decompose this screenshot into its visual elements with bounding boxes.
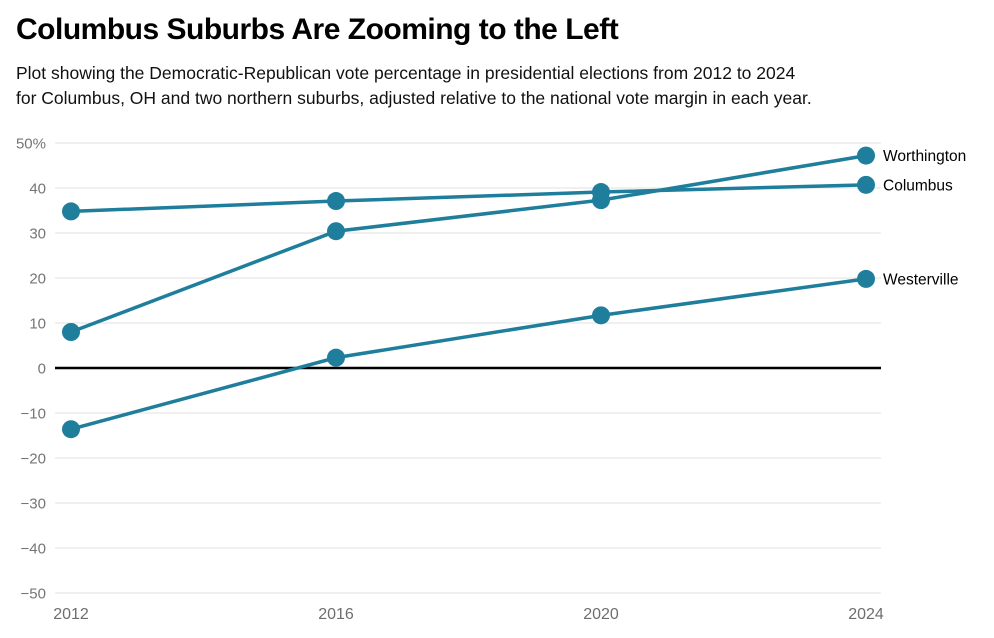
series-label-worthington: Worthington [883, 148, 966, 165]
y-tick-label: 0 [38, 361, 46, 378]
data-point-worthington-2016 [327, 222, 345, 241]
data-point-columbus-2024 [857, 175, 875, 194]
chart-subtitle-line-2: for Columbus, OH and two northern suburb… [16, 88, 812, 108]
chart-title: Columbus Suburbs Are Zooming to the Left [16, 13, 619, 46]
data-point-columbus-2012 [62, 202, 80, 221]
x-tick-label: 2020 [583, 606, 619, 623]
series-line-worthington [70, 153, 867, 334]
chart-figure: 50% 40 30 20 10 0 −10 −20 −30 −40 −50 2012 2016 2020 2… [0, 128, 994, 638]
data-point-worthington-2012 [62, 323, 80, 341]
x-tick-label: 2016 [318, 606, 354, 623]
y-tick-label: −50 [21, 586, 46, 603]
data-point-westerville-2024 [857, 269, 875, 288]
series-label-westerville: Westerville [883, 271, 959, 288]
line-chart: 50% 40 30 20 10 0 −10 −20 −30 −40 −50 2012 2016 2020 2… [16, 136, 966, 624]
y-tick-label: 10 [29, 316, 46, 333]
data-point-columbus-2016 [327, 192, 345, 211]
chart-subtitle-line-1: Plot showing the Democratic-Republican v… [16, 63, 796, 83]
series-line-westerville [70, 277, 867, 431]
y-tick-label: 50% [16, 136, 46, 153]
y-tick-label: −20 [21, 451, 46, 468]
y-tick-label: 30 [29, 226, 46, 243]
series-label-columbus: Columbus [883, 177, 953, 194]
y-tick-label: −10 [21, 406, 46, 423]
y-tick-label: −40 [21, 541, 46, 558]
data-point-westerville-2016 [327, 348, 345, 367]
x-tick-label: 2012 [53, 606, 89, 623]
chart-subtitle: Plot showing the Democratic-Republican v… [16, 61, 994, 111]
series-line-columbus [70, 183, 867, 214]
data-point-columbus-2020 [592, 183, 610, 202]
data-point-westerville-2020 [592, 306, 610, 325]
y-tick-label: 20 [29, 271, 46, 288]
data-point-westerville-2012 [62, 420, 80, 439]
x-tick-label: 2024 [848, 606, 884, 623]
chart-header: Columbus Suburbs Are Zooming to the Left… [0, 12, 994, 111]
y-tick-label: −30 [21, 496, 46, 513]
data-point-worthington-2024 [857, 146, 875, 165]
y-tick-label: 40 [29, 181, 46, 198]
